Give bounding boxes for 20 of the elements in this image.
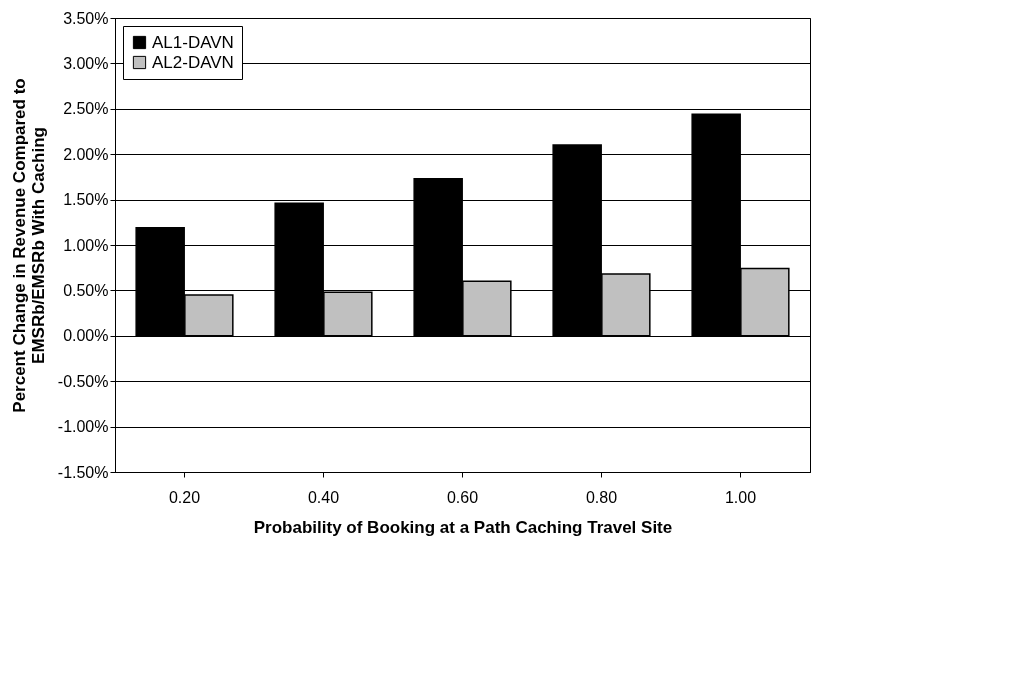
- x-axis-title: Probability of Booking at a Path Caching Travel Site: [253, 517, 673, 537]
- y-tick-label: 3.50%: [63, 9, 109, 27]
- x-tick-label: 0.20: [168, 488, 201, 506]
- y-tick-label: -1.00%: [57, 418, 109, 436]
- y-axis-title: Percent Change in Revenue Compared to EMSRb/EMSRb With Caching: [9, 78, 48, 413]
- y-tick-label: 0.00%: [63, 327, 109, 345]
- x-tick-label: 0.80: [585, 488, 618, 506]
- y-tick-label: 2.50%: [63, 100, 109, 118]
- x-tick-label: 1.00: [724, 488, 757, 506]
- legend-label: AL1-DAVN: [152, 32, 234, 52]
- y-tick-label: 0.50%: [63, 281, 109, 299]
- legend-label: AL2-DAVN: [152, 52, 234, 72]
- x-tick-label: 0.40: [307, 488, 340, 506]
- y-tick-label: 1.00%: [63, 236, 109, 254]
- y-tick-label: -0.50%: [57, 372, 109, 390]
- y-tick-label: 3.00%: [63, 54, 109, 72]
- y-tick-label: -1.50%: [57, 463, 109, 481]
- y-tick-label: 1.50%: [63, 191, 109, 209]
- x-tick-label: 0.60: [446, 488, 479, 506]
- y-tick-label: 2.00%: [63, 145, 109, 163]
